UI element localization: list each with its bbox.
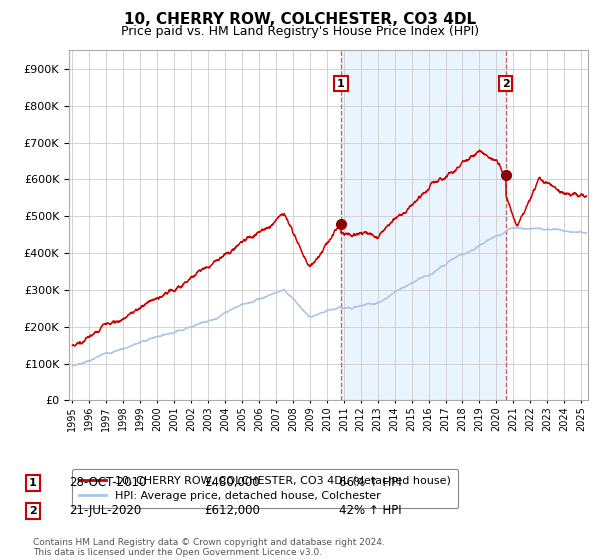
Text: £480,000: £480,000 bbox=[204, 476, 260, 489]
Legend: 10, CHERRY ROW, COLCHESTER, CO3 4DL (detached house), HPI: Average price, detach: 10, CHERRY ROW, COLCHESTER, CO3 4DL (det… bbox=[72, 469, 458, 508]
Text: 2: 2 bbox=[502, 78, 509, 88]
Text: 2: 2 bbox=[29, 506, 37, 516]
Text: 1: 1 bbox=[337, 78, 345, 88]
Text: Price paid vs. HM Land Registry's House Price Index (HPI): Price paid vs. HM Land Registry's House … bbox=[121, 25, 479, 38]
Text: Contains HM Land Registry data © Crown copyright and database right 2024.
This d: Contains HM Land Registry data © Crown c… bbox=[33, 538, 385, 557]
Text: 1: 1 bbox=[29, 478, 37, 488]
Text: £612,000: £612,000 bbox=[204, 504, 260, 517]
Text: 10, CHERRY ROW, COLCHESTER, CO3 4DL: 10, CHERRY ROW, COLCHESTER, CO3 4DL bbox=[124, 12, 476, 27]
Text: 28-OCT-2010: 28-OCT-2010 bbox=[69, 476, 146, 489]
Text: 66% ↑ HPI: 66% ↑ HPI bbox=[339, 476, 401, 489]
Text: 42% ↑ HPI: 42% ↑ HPI bbox=[339, 504, 401, 517]
Text: 21-JUL-2020: 21-JUL-2020 bbox=[69, 504, 141, 517]
Bar bbox=[341, 50, 506, 400]
